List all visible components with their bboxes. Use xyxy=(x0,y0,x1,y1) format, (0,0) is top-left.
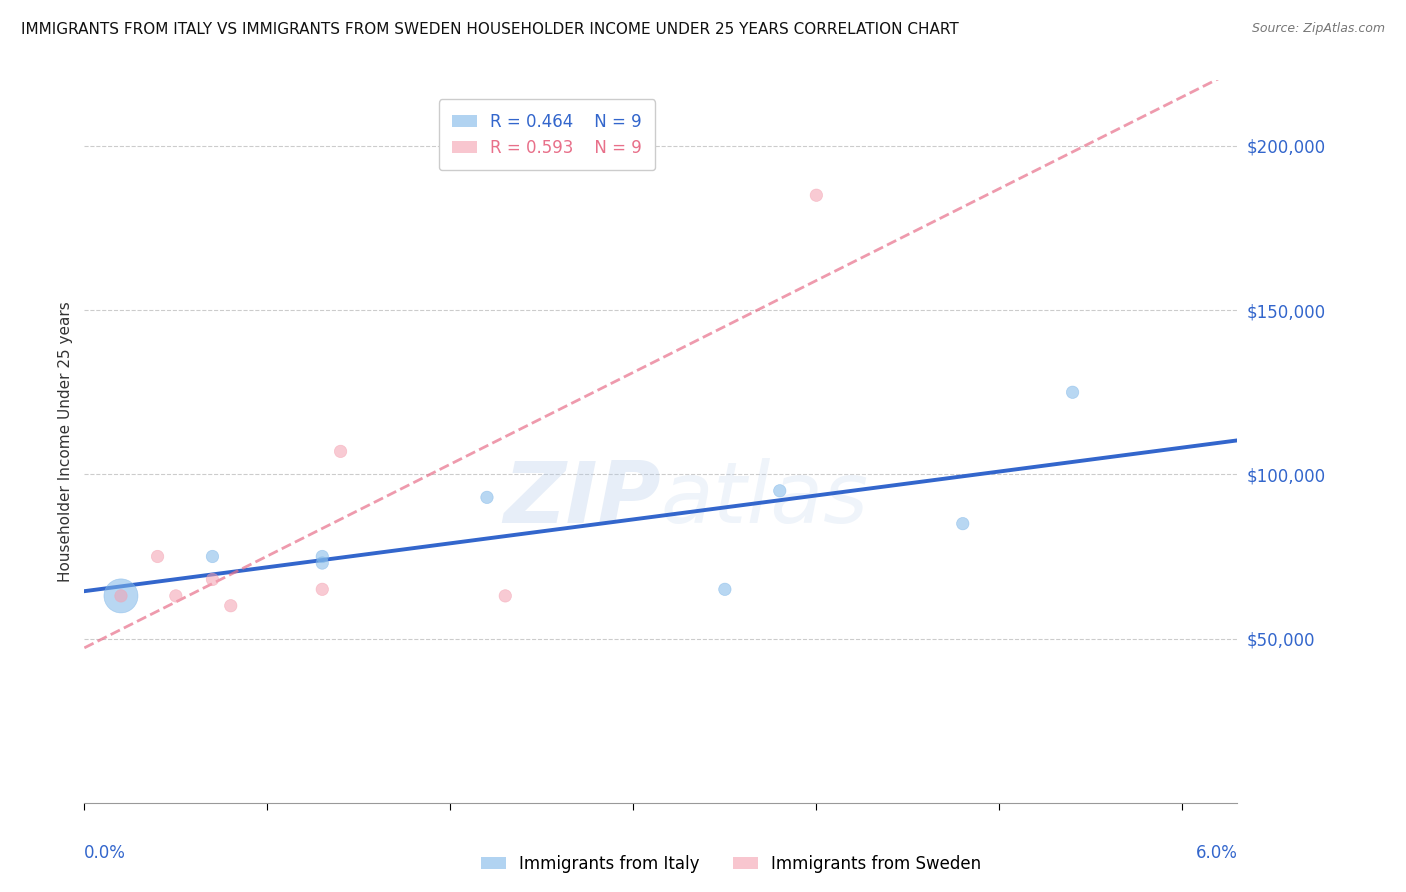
Point xyxy=(806,188,828,202)
Point xyxy=(110,589,132,603)
Point xyxy=(952,516,974,531)
Legend: R = 0.464    N = 9, R = 0.593    N = 9: R = 0.464 N = 9, R = 0.593 N = 9 xyxy=(439,99,655,170)
Point xyxy=(494,589,516,603)
Text: 6.0%: 6.0% xyxy=(1195,845,1237,863)
Point xyxy=(219,599,242,613)
Point xyxy=(1062,385,1084,400)
Point xyxy=(311,556,333,570)
Point xyxy=(475,491,498,505)
Y-axis label: Householder Income Under 25 years: Householder Income Under 25 years xyxy=(58,301,73,582)
Point xyxy=(165,589,187,603)
Point xyxy=(201,573,224,587)
Text: ZIP: ZIP xyxy=(503,458,661,541)
Text: atlas: atlas xyxy=(661,458,869,541)
Point xyxy=(201,549,224,564)
Point xyxy=(329,444,352,458)
Text: Source: ZipAtlas.com: Source: ZipAtlas.com xyxy=(1251,22,1385,36)
Point xyxy=(146,549,169,564)
Legend: Immigrants from Italy, Immigrants from Sweden: Immigrants from Italy, Immigrants from S… xyxy=(474,848,988,880)
Text: IMMIGRANTS FROM ITALY VS IMMIGRANTS FROM SWEDEN HOUSEHOLDER INCOME UNDER 25 YEAR: IMMIGRANTS FROM ITALY VS IMMIGRANTS FROM… xyxy=(21,22,959,37)
Text: 0.0%: 0.0% xyxy=(84,845,127,863)
Point xyxy=(311,549,333,564)
Point xyxy=(769,483,792,498)
Point xyxy=(714,582,737,597)
Point xyxy=(311,582,333,597)
Point xyxy=(110,589,132,603)
